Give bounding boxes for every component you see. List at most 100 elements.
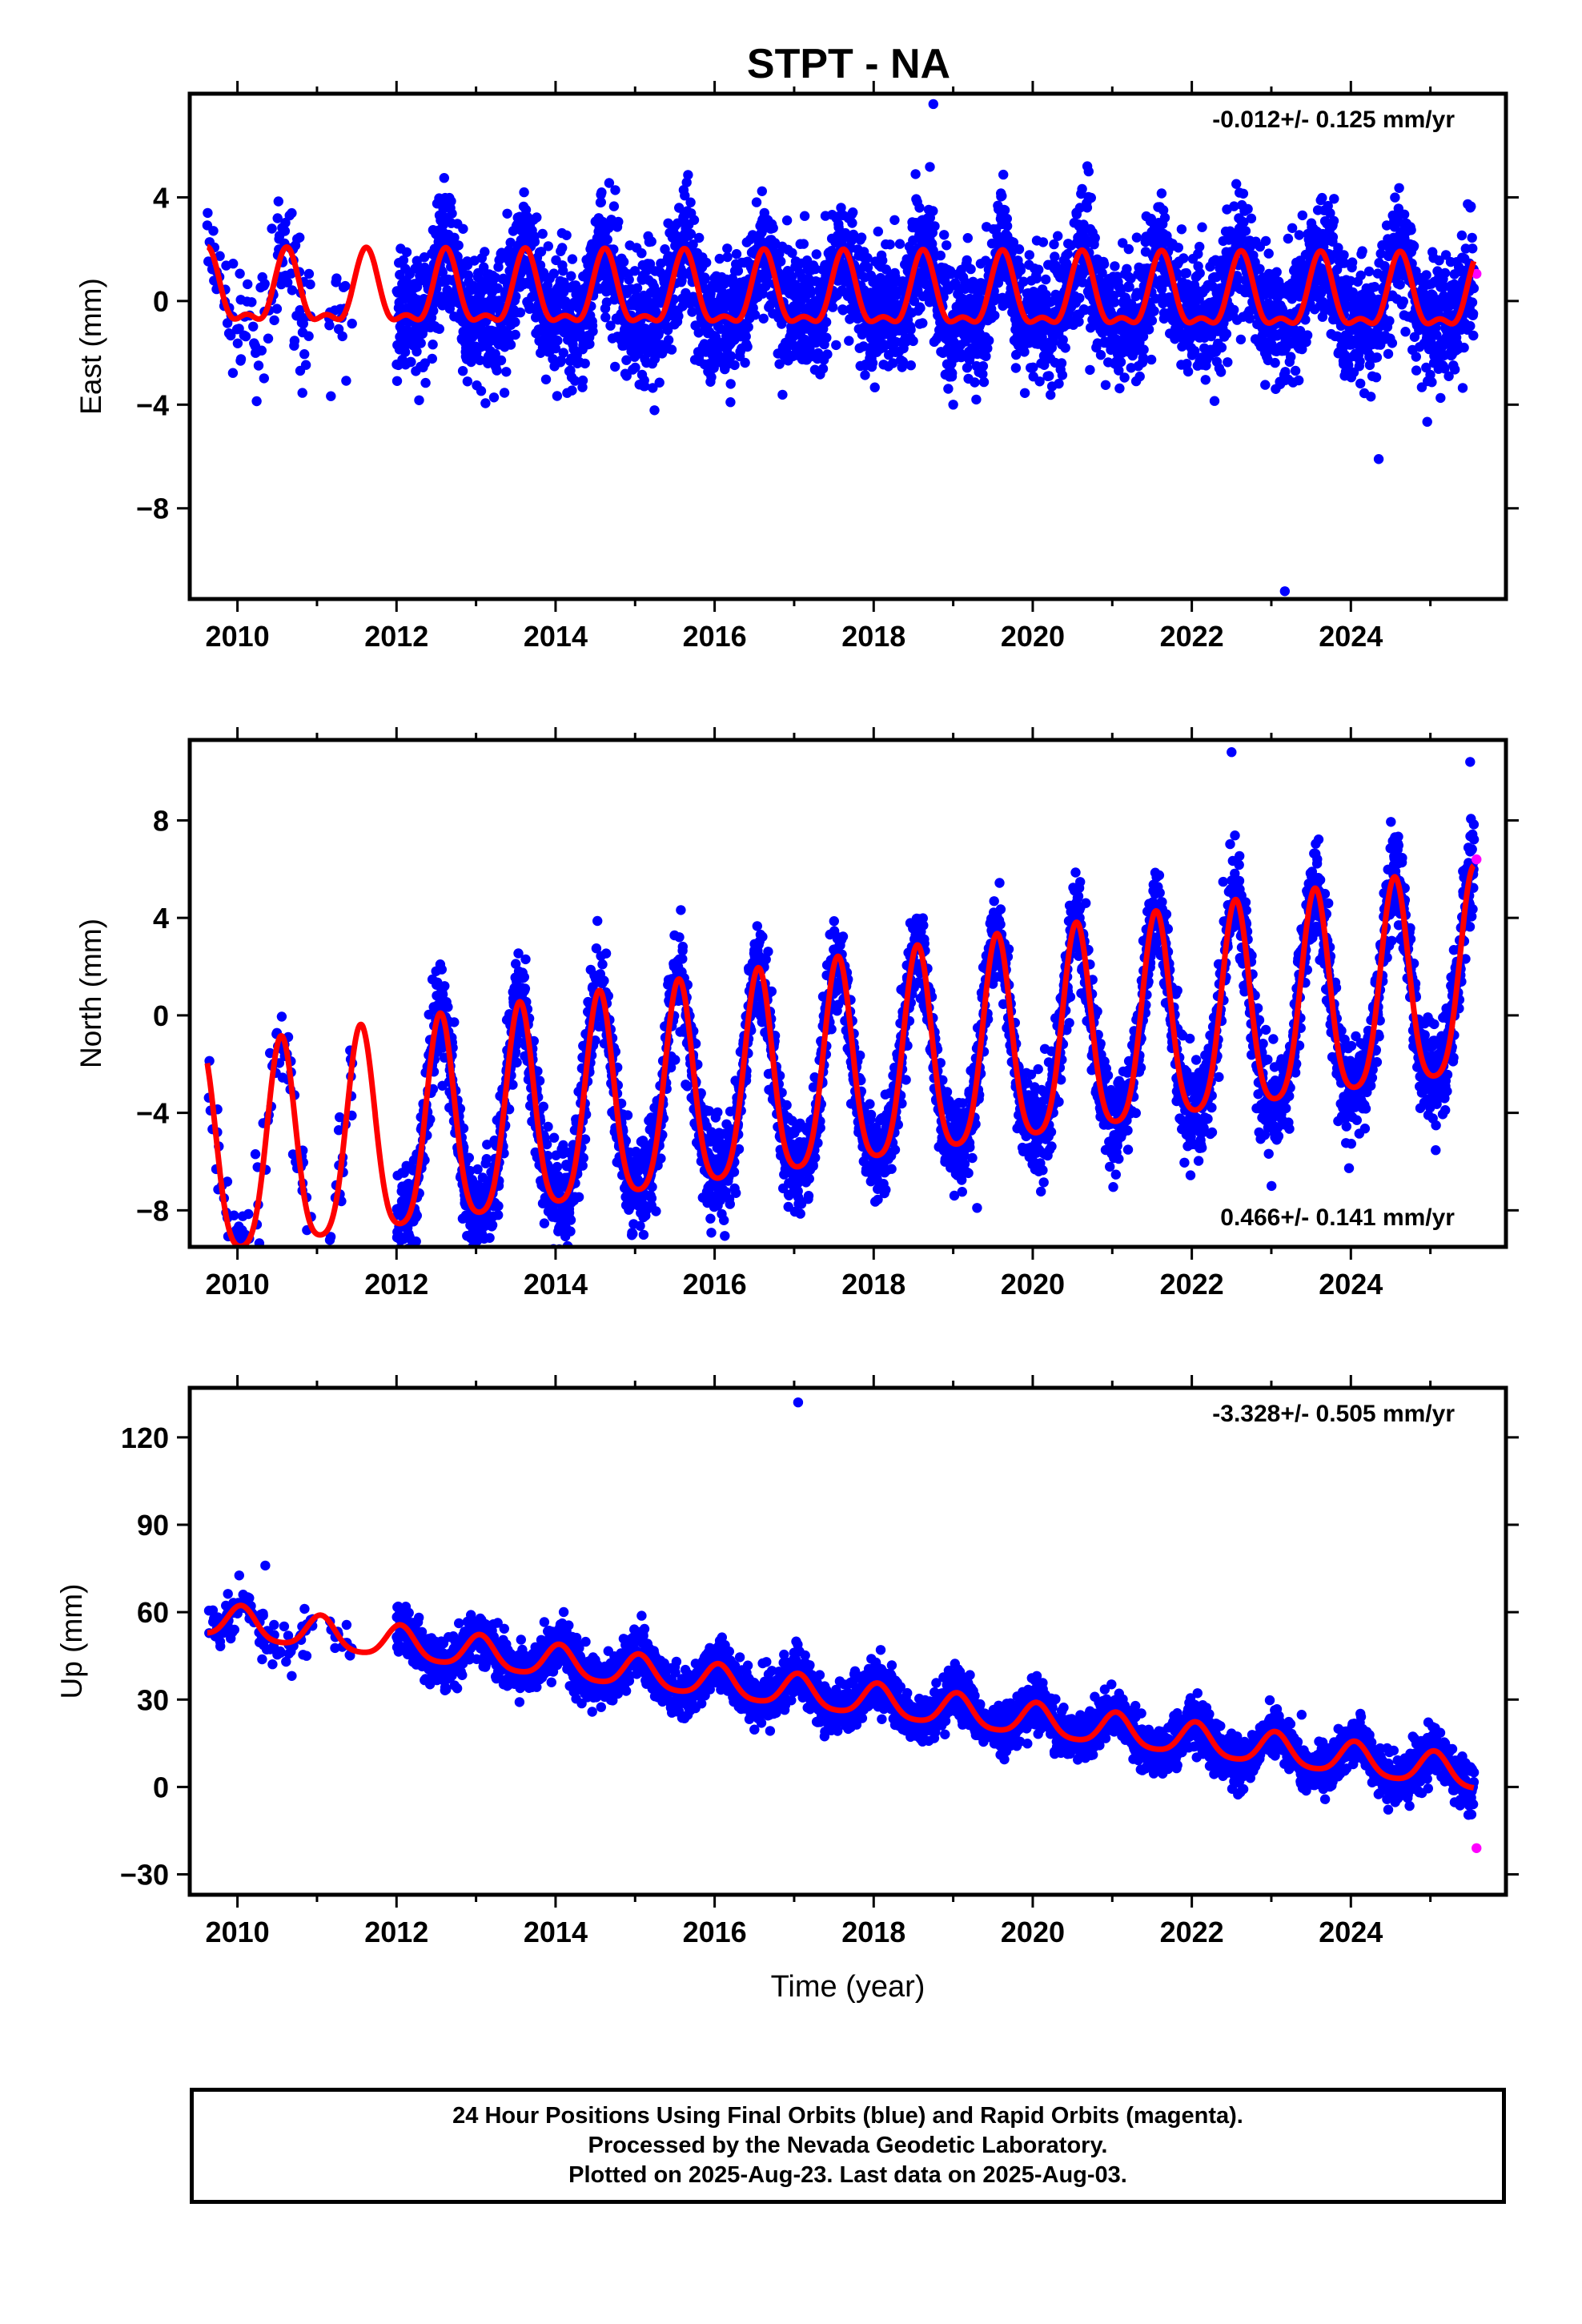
y-tick-label: −8: [136, 493, 169, 525]
data-point: [624, 275, 634, 285]
data-point: [263, 333, 274, 344]
data-point: [1347, 257, 1358, 267]
data-point: [250, 1149, 261, 1160]
data-point: [420, 358, 430, 368]
data-point: [1046, 389, 1056, 400]
data-point: [1329, 194, 1339, 204]
data-point: [1195, 241, 1205, 252]
data-point: [1131, 232, 1142, 243]
data-point: [543, 241, 553, 251]
data-point: [558, 266, 568, 276]
data-point: [1468, 330, 1479, 341]
data-point: [446, 196, 456, 207]
data-point: [729, 360, 740, 371]
data-point: [722, 243, 733, 254]
data-point: [860, 370, 870, 380]
data-point: [601, 297, 612, 308]
data-point: [273, 196, 283, 207]
data-point: [722, 251, 733, 263]
data-point: [1467, 297, 1478, 308]
x-tick-label: 2024: [1319, 620, 1383, 653]
data-point: [1110, 261, 1120, 271]
data-point: [510, 317, 520, 328]
data-point: [1038, 237, 1049, 247]
data-point: [276, 1011, 287, 1022]
data-point: [910, 169, 921, 179]
data-point: [928, 206, 938, 216]
data-point: [618, 256, 629, 267]
data-point: [644, 259, 656, 269]
data-point: [341, 376, 351, 386]
data-point: [687, 307, 697, 317]
data-point: [1383, 348, 1394, 360]
data-point: [681, 287, 691, 299]
data-point: [1406, 225, 1416, 235]
data-point: [552, 391, 563, 401]
data-point: [725, 379, 736, 389]
data-point: [271, 304, 283, 314]
data-point: [280, 217, 291, 228]
y-tick-label: −4: [136, 388, 169, 421]
data-point: [1457, 383, 1468, 393]
data-point: [799, 211, 810, 221]
data-point: [1114, 383, 1125, 394]
data-point: [701, 257, 712, 268]
data-point: [798, 239, 809, 249]
data-point: [1031, 273, 1042, 283]
x-tick-label: 2016: [683, 620, 747, 653]
data-point: [1243, 203, 1253, 215]
data-point: [511, 292, 521, 302]
data-point: [402, 1252, 412, 1262]
data-point: [337, 331, 347, 342]
data-point: [877, 255, 888, 266]
data-point: [580, 358, 590, 369]
data-point: [566, 271, 576, 281]
data-point: [1286, 352, 1296, 362]
rate-annotation: -0.012+/- 0.125 mm/yr: [1212, 107, 1455, 133]
data-point: [602, 234, 612, 245]
data-point: [400, 1252, 409, 1261]
data-point: [821, 332, 832, 343]
data-point: [856, 232, 867, 243]
data-point: [646, 236, 656, 247]
data-point: [990, 310, 1000, 321]
data-point: [1468, 308, 1479, 319]
data-point: [561, 230, 572, 240]
data-point: [1181, 267, 1192, 279]
data-point: [1422, 416, 1432, 427]
data-point: [299, 349, 310, 360]
data-point: [331, 273, 342, 283]
data-point: [1399, 209, 1410, 219]
data-point: [1427, 377, 1437, 388]
data-point: [420, 377, 431, 388]
data-point: [935, 250, 946, 261]
data-point: [324, 320, 335, 331]
data-point: [1246, 213, 1257, 223]
data-point: [1124, 282, 1134, 292]
data-point: [1146, 316, 1158, 326]
data-point: [914, 203, 925, 213]
data-point: [326, 391, 336, 401]
data-point: [537, 228, 548, 239]
data-point: [908, 336, 918, 347]
data-point: [621, 371, 632, 381]
data-point: [648, 383, 658, 393]
data-point: [610, 185, 620, 195]
data-point: [1235, 334, 1247, 345]
data-point: [1044, 371, 1054, 381]
data-point: [1098, 259, 1110, 269]
x-tick-label: 2020: [1001, 620, 1065, 653]
data-point: [1209, 396, 1220, 406]
data-point: [1290, 365, 1301, 376]
data-point: [535, 260, 546, 271]
data-point: [529, 236, 540, 247]
data-point: [1090, 232, 1100, 243]
data-point: [499, 388, 510, 398]
data-point: [1041, 274, 1051, 285]
data-point: [1176, 224, 1187, 235]
data-point: [416, 338, 426, 348]
data-point: [490, 272, 501, 283]
data-point: [1024, 250, 1035, 260]
data-point: [235, 268, 245, 279]
